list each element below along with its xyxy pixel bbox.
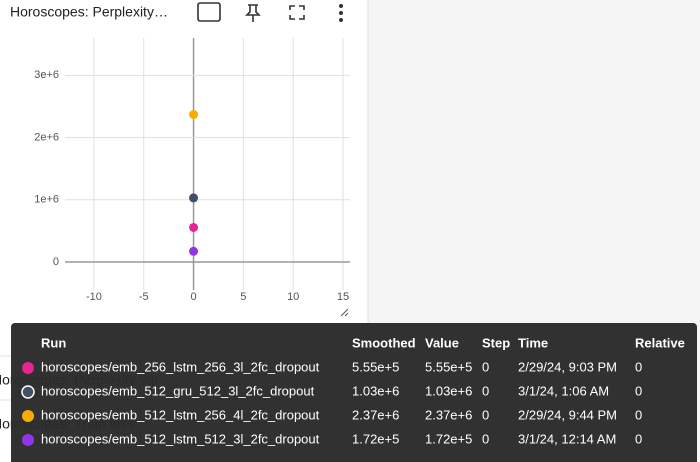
step-label: 0 [482, 359, 489, 374]
time-label: 2/29/24, 9:03 PM [518, 359, 617, 374]
relative-label: 0 [635, 359, 642, 374]
smoothed-label: 1.72e+5 [352, 431, 399, 446]
time-label: 2/29/24, 9:44 PM [518, 407, 617, 422]
step-label: 0 [482, 407, 489, 422]
x-tick-label: 5 [240, 291, 246, 303]
y-tick-label: 0 [53, 256, 59, 268]
column-header: Relative [635, 335, 685, 350]
column-header: Smoothed [352, 335, 416, 350]
column-header: Step [482, 335, 510, 350]
time-label: 3/1/24, 12:14 AM [518, 431, 616, 446]
legend-swatch [22, 362, 34, 374]
fullscreen-icon[interactable] [289, 5, 305, 20]
value-label: 1.03e+6 [425, 383, 472, 398]
legend-entry: horoscopes/emb_512_lstm_512_3l_2fc_dropo… [41, 431, 320, 446]
y-tick-label: 2e+6 [34, 131, 59, 143]
value-label: 1.72e+5 [425, 431, 472, 446]
legend-swatch [22, 434, 34, 446]
point [189, 110, 199, 120]
column-header: Time [518, 335, 548, 350]
point [189, 246, 199, 256]
column-header: Run [41, 335, 66, 350]
column-header: Value [425, 335, 459, 350]
chart-title: Horoscopes: Perplexity… [10, 4, 168, 20]
y-tick-label: 1e+6 [34, 194, 59, 206]
legend-entry: horoscopes/emb_512_gru_512_3l_2fc_dropou… [41, 383, 315, 398]
y-tick-label: 3e+6 [34, 69, 59, 81]
relative-label: 0 [635, 383, 642, 398]
resize-handle[interactable] [340, 308, 349, 317]
x-tick-label: 15 [337, 291, 349, 303]
data-selection-icon[interactable] [197, 2, 221, 22]
legend-swatch [21, 385, 35, 399]
more-icon[interactable] [339, 4, 343, 22]
point [189, 193, 199, 203]
x-tick-label: -5 [139, 291, 149, 303]
legend-entry: horoscopes/emb_512_lstm_256_4l_2fc_dropo… [41, 407, 320, 422]
legend-swatch [22, 410, 34, 422]
pin-icon[interactable] [245, 4, 261, 22]
step-label: 0 [482, 431, 489, 446]
relative-label: 0 [635, 431, 642, 446]
smoothed-label: 2.37e+6 [352, 407, 399, 422]
value-label: 5.55e+5 [425, 359, 472, 374]
smoothed-label: 1.03e+6 [352, 383, 399, 398]
legend-entry: horoscopes/emb_256_lstm_256_3l_2fc_dropo… [41, 359, 320, 374]
value-label: 2.37e+6 [425, 407, 472, 422]
smoothed-label: 5.55e+5 [352, 359, 399, 374]
x-tick-label: 10 [287, 291, 299, 303]
x-tick-label: 0 [190, 291, 196, 303]
tooltip-table: Run Smoothed Value Step Time Relative horoscop… [21, 335, 685, 446]
x-tick-label: -10 [86, 291, 102, 303]
step-label: 0 [482, 383, 489, 398]
point [189, 222, 199, 232]
time-label: 3/1/24, 1:06 AM [518, 383, 609, 398]
tooltip [11, 323, 697, 462]
plot: -10 -5 0 5 10 15 0 1e+6 2e+6 3e+6 [34, 38, 350, 303]
toolbar [197, 2, 305, 22]
relative-label: 0 [635, 407, 642, 422]
